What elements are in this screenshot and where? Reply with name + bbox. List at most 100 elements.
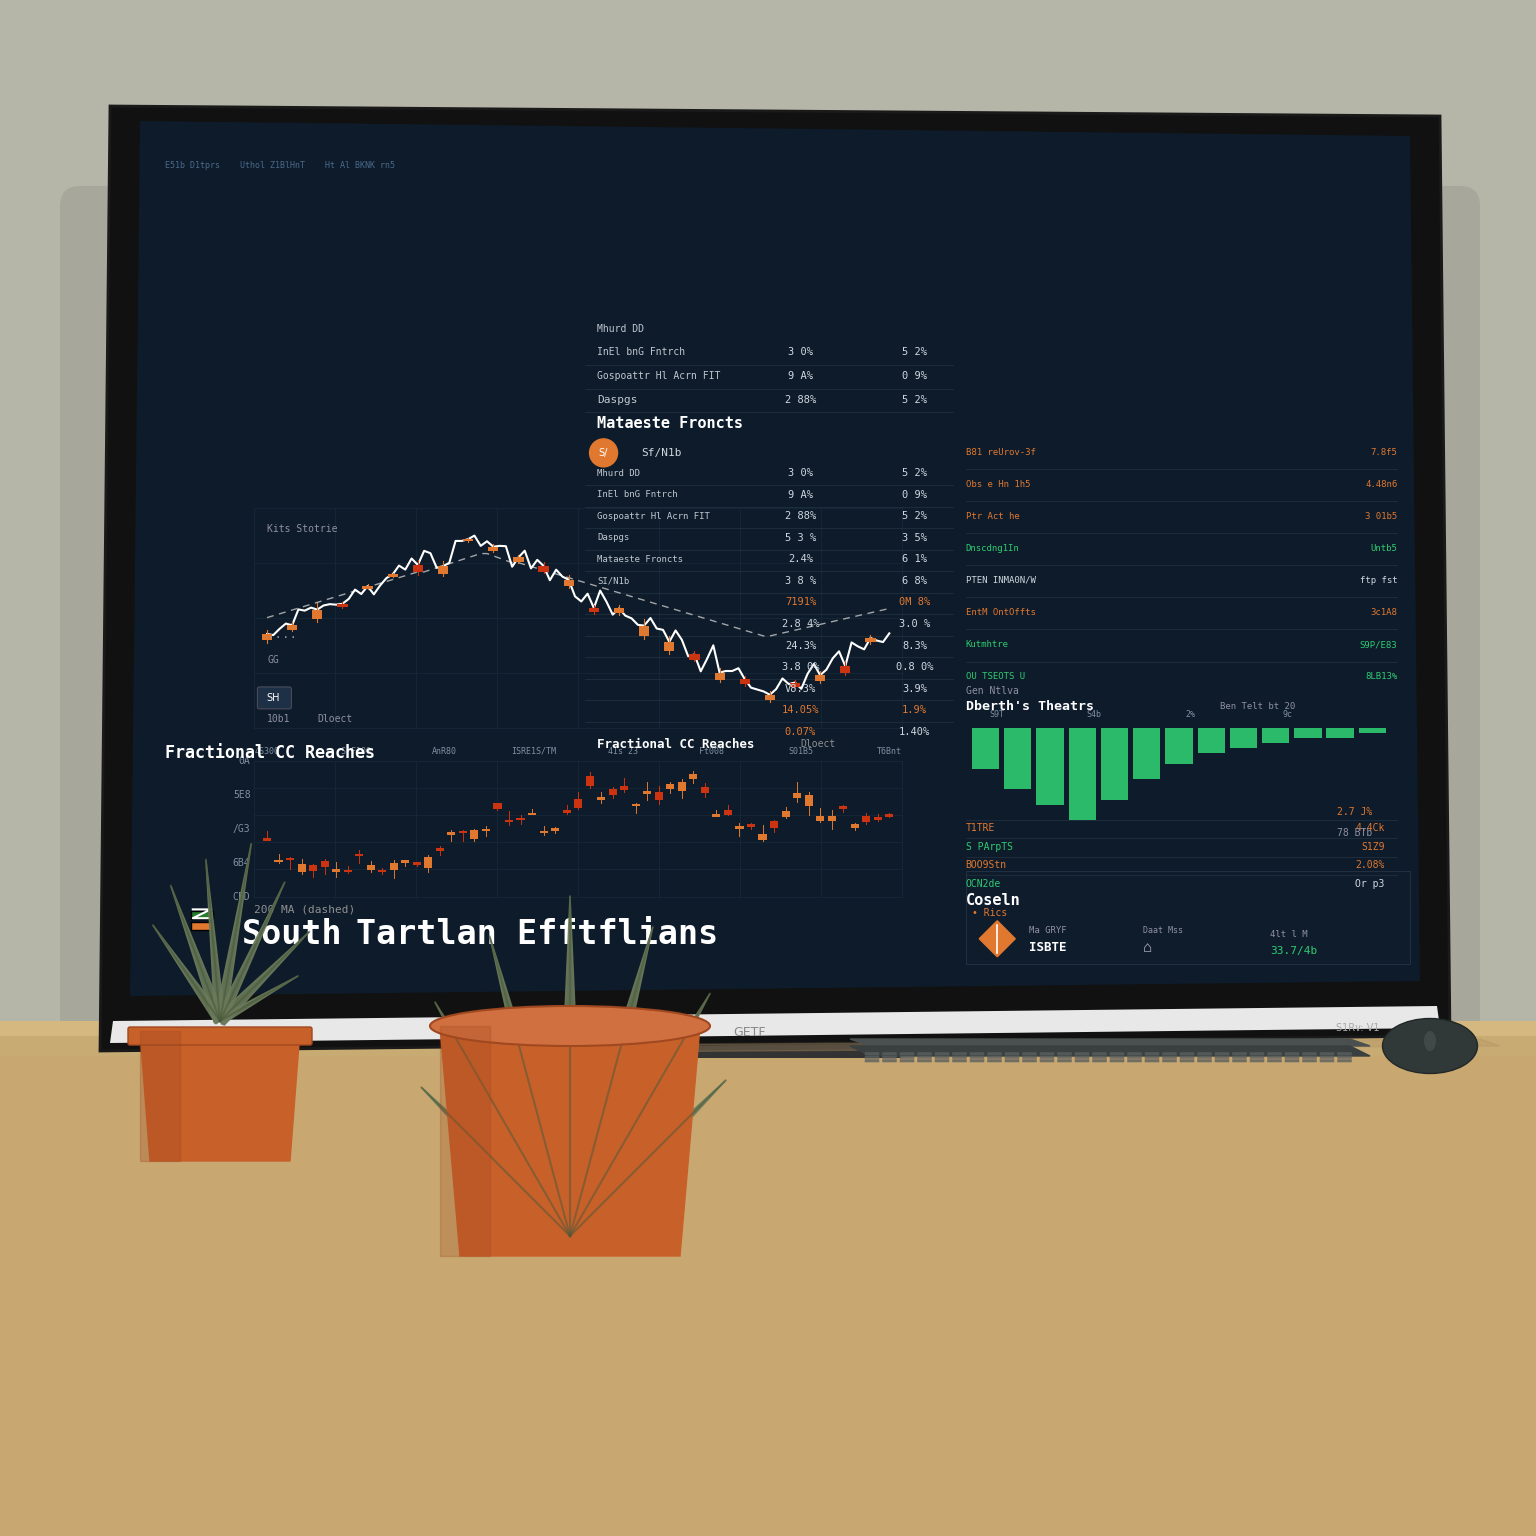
FancyBboxPatch shape — [816, 676, 825, 680]
Polygon shape — [100, 106, 1450, 1051]
FancyBboxPatch shape — [840, 667, 851, 673]
FancyBboxPatch shape — [988, 1055, 1001, 1058]
Text: Gospoattr Hl Acrn FIT: Gospoattr Hl Acrn FIT — [598, 372, 720, 381]
Text: CFD: CFD — [233, 891, 250, 902]
Text: ISRE1S/TM: ISRE1S/TM — [511, 746, 556, 756]
Text: InEl bnG Fntrch: InEl bnG Fntrch — [598, 347, 685, 358]
FancyBboxPatch shape — [1021, 1052, 1037, 1055]
FancyBboxPatch shape — [790, 682, 800, 687]
FancyBboxPatch shape — [1005, 1052, 1020, 1055]
FancyBboxPatch shape — [1057, 1060, 1072, 1063]
FancyBboxPatch shape — [1144, 1055, 1160, 1058]
FancyBboxPatch shape — [614, 608, 624, 613]
FancyBboxPatch shape — [865, 1052, 879, 1055]
Text: InEl bnG Fntrch: InEl bnG Fntrch — [598, 490, 677, 499]
FancyBboxPatch shape — [1319, 1055, 1335, 1058]
FancyBboxPatch shape — [966, 871, 1410, 965]
FancyBboxPatch shape — [1284, 1060, 1299, 1063]
FancyBboxPatch shape — [367, 865, 375, 869]
FancyBboxPatch shape — [1250, 1055, 1264, 1058]
FancyBboxPatch shape — [900, 1055, 914, 1058]
Text: 33.7/4b: 33.7/4b — [1270, 946, 1318, 957]
FancyBboxPatch shape — [127, 1028, 312, 1044]
FancyBboxPatch shape — [639, 625, 650, 636]
FancyBboxPatch shape — [1303, 1055, 1316, 1058]
Circle shape — [590, 439, 617, 467]
FancyBboxPatch shape — [917, 1052, 932, 1055]
Text: 9 A%: 9 A% — [788, 372, 813, 381]
FancyBboxPatch shape — [917, 1060, 932, 1063]
Polygon shape — [206, 860, 224, 1021]
FancyBboxPatch shape — [1303, 1060, 1316, 1063]
Text: 4.48n6: 4.48n6 — [1366, 479, 1398, 488]
FancyBboxPatch shape — [1057, 1055, 1072, 1058]
Text: BOO9Stn: BOO9Stn — [966, 860, 1006, 871]
Text: 5 2%: 5 2% — [902, 511, 928, 521]
FancyBboxPatch shape — [287, 625, 298, 630]
Polygon shape — [439, 1026, 700, 1256]
Text: ISBTE: ISBTE — [1029, 940, 1066, 954]
Text: OCN2de: OCN2de — [966, 879, 1001, 889]
Text: 2 88%: 2 88% — [785, 511, 816, 521]
FancyBboxPatch shape — [1163, 1052, 1177, 1055]
FancyBboxPatch shape — [413, 862, 421, 865]
FancyBboxPatch shape — [935, 1052, 949, 1055]
FancyBboxPatch shape — [1359, 728, 1385, 733]
FancyBboxPatch shape — [1319, 1052, 1335, 1055]
Text: 0.07%: 0.07% — [785, 727, 816, 737]
FancyBboxPatch shape — [710, 1035, 829, 1054]
Polygon shape — [131, 121, 1419, 995]
Text: Tartlan Efftflians: Tartlan Efftflians — [356, 919, 719, 951]
Text: 2.4%: 2.4% — [788, 554, 813, 564]
Text: 8.3%: 8.3% — [902, 641, 928, 651]
Text: 0.8 0%: 0.8 0% — [895, 662, 934, 673]
Ellipse shape — [1424, 1031, 1436, 1051]
Text: Or p3: Or p3 — [1355, 879, 1384, 889]
FancyBboxPatch shape — [355, 854, 362, 856]
Text: OU TSEOTS U: OU TSEOTS U — [966, 673, 1025, 682]
FancyBboxPatch shape — [714, 673, 725, 680]
Text: 4.4Ck: 4.4Ck — [1355, 823, 1384, 833]
FancyBboxPatch shape — [539, 831, 548, 833]
Text: 5E8: 5E8 — [233, 790, 250, 800]
FancyBboxPatch shape — [839, 806, 848, 809]
FancyBboxPatch shape — [1230, 728, 1256, 748]
FancyBboxPatch shape — [1295, 728, 1321, 737]
Text: 5 2%: 5 2% — [902, 347, 928, 358]
FancyBboxPatch shape — [332, 869, 339, 872]
Polygon shape — [111, 1006, 1441, 1043]
Text: Kutmhtre: Kutmhtre — [966, 641, 1009, 650]
Text: ⌂: ⌂ — [1143, 940, 1152, 955]
FancyBboxPatch shape — [551, 828, 559, 831]
FancyBboxPatch shape — [482, 829, 490, 831]
Polygon shape — [215, 882, 284, 1023]
FancyBboxPatch shape — [917, 1055, 932, 1058]
FancyBboxPatch shape — [644, 791, 651, 794]
Text: 5 2%: 5 2% — [902, 395, 928, 404]
FancyBboxPatch shape — [1109, 1060, 1124, 1063]
FancyBboxPatch shape — [637, 1041, 902, 1058]
FancyBboxPatch shape — [621, 786, 628, 790]
FancyBboxPatch shape — [1180, 1052, 1195, 1055]
Text: Fractional CC Reaches: Fractional CC Reaches — [166, 743, 375, 762]
Text: 6B4: 6B4 — [233, 857, 250, 868]
Polygon shape — [554, 895, 585, 1236]
FancyBboxPatch shape — [664, 642, 674, 651]
FancyBboxPatch shape — [1163, 1055, 1177, 1058]
FancyBboxPatch shape — [1232, 1055, 1247, 1058]
FancyBboxPatch shape — [1040, 1060, 1054, 1063]
FancyBboxPatch shape — [424, 857, 432, 868]
FancyBboxPatch shape — [885, 814, 894, 817]
Text: Ben Telt bt 20: Ben Telt bt 20 — [1220, 702, 1295, 711]
FancyBboxPatch shape — [882, 1060, 897, 1063]
Polygon shape — [558, 994, 710, 1243]
Text: 9 A%: 9 A% — [788, 490, 813, 499]
Text: 4lt l M: 4lt l M — [1270, 929, 1309, 938]
FancyBboxPatch shape — [935, 1055, 949, 1058]
Text: 1.40%: 1.40% — [899, 727, 931, 737]
FancyBboxPatch shape — [1005, 728, 1032, 790]
FancyBboxPatch shape — [1284, 1055, 1299, 1058]
Text: 2.08%: 2.08% — [1355, 860, 1384, 871]
Text: S F100: S F100 — [341, 746, 370, 756]
FancyBboxPatch shape — [882, 1052, 897, 1055]
